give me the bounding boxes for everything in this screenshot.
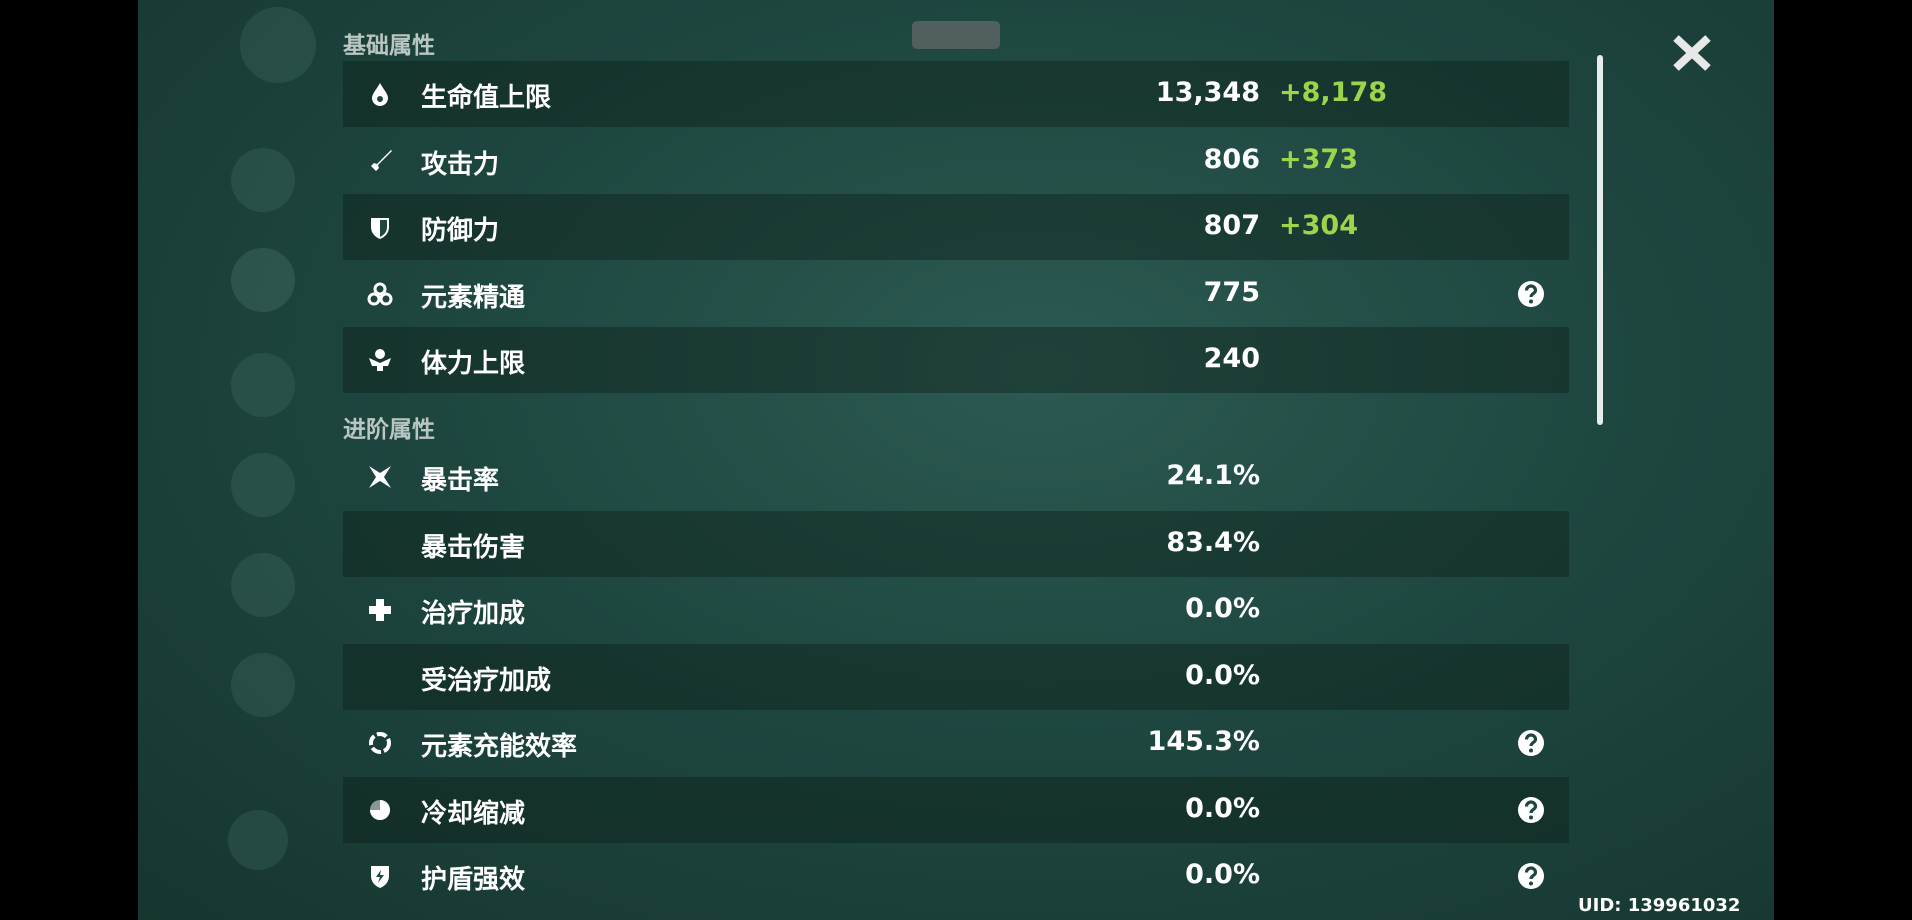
- stat-bonus: +373: [1279, 143, 1358, 175]
- uid: UID: 139961032: [1578, 895, 1741, 916]
- stat-bonus: +304: [1279, 210, 1358, 241]
- stat-bonus: +8,178: [1279, 77, 1388, 108]
- stat-value: 775: [1203, 276, 1260, 308]
- stat-row: 生命值上限 13,348 +8,178: [343, 61, 1569, 127]
- stat-name: 治疗加成: [421, 599, 526, 629]
- stat-row: 暴击率 24.1%: [343, 444, 1569, 510]
- stat-name: 暴击率: [421, 466, 500, 496]
- stat-name: 冷却缩减: [421, 798, 526, 829]
- help-icon[interactable]: [1517, 862, 1545, 890]
- stat-name: 元素充能效率: [421, 732, 578, 762]
- stat-name: 元素精通: [421, 282, 526, 313]
- help-icon[interactable]: [1517, 280, 1545, 308]
- stat-value: 240: [1203, 343, 1260, 374]
- stat-row: 冷却缩减 0.0%: [343, 776, 1569, 843]
- stat-value: 83.4%: [1166, 526, 1260, 558]
- stat-value: 0.0%: [1185, 792, 1260, 824]
- overlay-toolbar[interactable]: [912, 21, 1000, 49]
- stat-row: 攻击力 806 +373: [343, 128, 1569, 194]
- stat-name: 暴击伤害: [421, 532, 526, 563]
- stat-icon: [370, 799, 390, 820]
- stat-icon: [369, 732, 391, 754]
- close-button[interactable]: [1672, 34, 1712, 72]
- stat-name: 生命值上限: [421, 83, 552, 113]
- stat-value: 807: [1203, 210, 1260, 241]
- section-title: 基础属性: [343, 33, 435, 59]
- stat-icon: [369, 599, 391, 621]
- stat-icon: [371, 866, 389, 888]
- stat-value: 24.1%: [1166, 460, 1260, 491]
- sidebar-bg: [228, 7, 316, 870]
- stat-row: 暴击伤害 83.4%: [343, 510, 1569, 577]
- stat-icon: [369, 349, 391, 371]
- stat-value: 806: [1203, 143, 1260, 175]
- stat-icon: [371, 218, 389, 239]
- stat-icon: [367, 282, 393, 305]
- stat-value: 145.3%: [1147, 726, 1260, 757]
- stat-value: 0.0%: [1185, 859, 1260, 890]
- stat-row: 元素充能效率 145.3%: [343, 710, 1569, 776]
- stat-icon: [371, 149, 392, 171]
- stat-name: 护盾强效: [421, 865, 526, 895]
- stat-icon: [369, 466, 391, 488]
- stat-name: 攻击力: [421, 149, 500, 180]
- stat-row: 元素精通 775: [343, 261, 1569, 327]
- stat-value: 13,348: [1155, 77, 1260, 108]
- screen: 基础属性 进阶属性 生命值上限 13,348 +8,178 攻击力 806 +373 防御力…: [138, 0, 1774, 920]
- stat-value: 0.0%: [1185, 659, 1260, 691]
- help-icon[interactable]: [1517, 796, 1545, 824]
- scrollbar[interactable]: [1597, 55, 1603, 425]
- stat-name: 受治疗加成: [421, 665, 552, 696]
- stat-row: 治疗加成 0.0%: [343, 577, 1569, 643]
- stat-name: 体力上限: [421, 349, 526, 379]
- stat-row: 体力上限 240: [343, 327, 1569, 393]
- help-icon[interactable]: [1517, 729, 1545, 757]
- stat-value: 0.0%: [1185, 593, 1260, 624]
- stat-row: 护盾强效 0.0%: [343, 843, 1569, 909]
- stat-name: 防御力: [421, 216, 500, 246]
- stat-icon: [372, 83, 388, 106]
- stat-row: 防御力 807 +304: [343, 194, 1569, 260]
- section-title: 进阶属性: [343, 417, 435, 443]
- stat-row: 受治疗加成 0.0%: [343, 643, 1569, 710]
